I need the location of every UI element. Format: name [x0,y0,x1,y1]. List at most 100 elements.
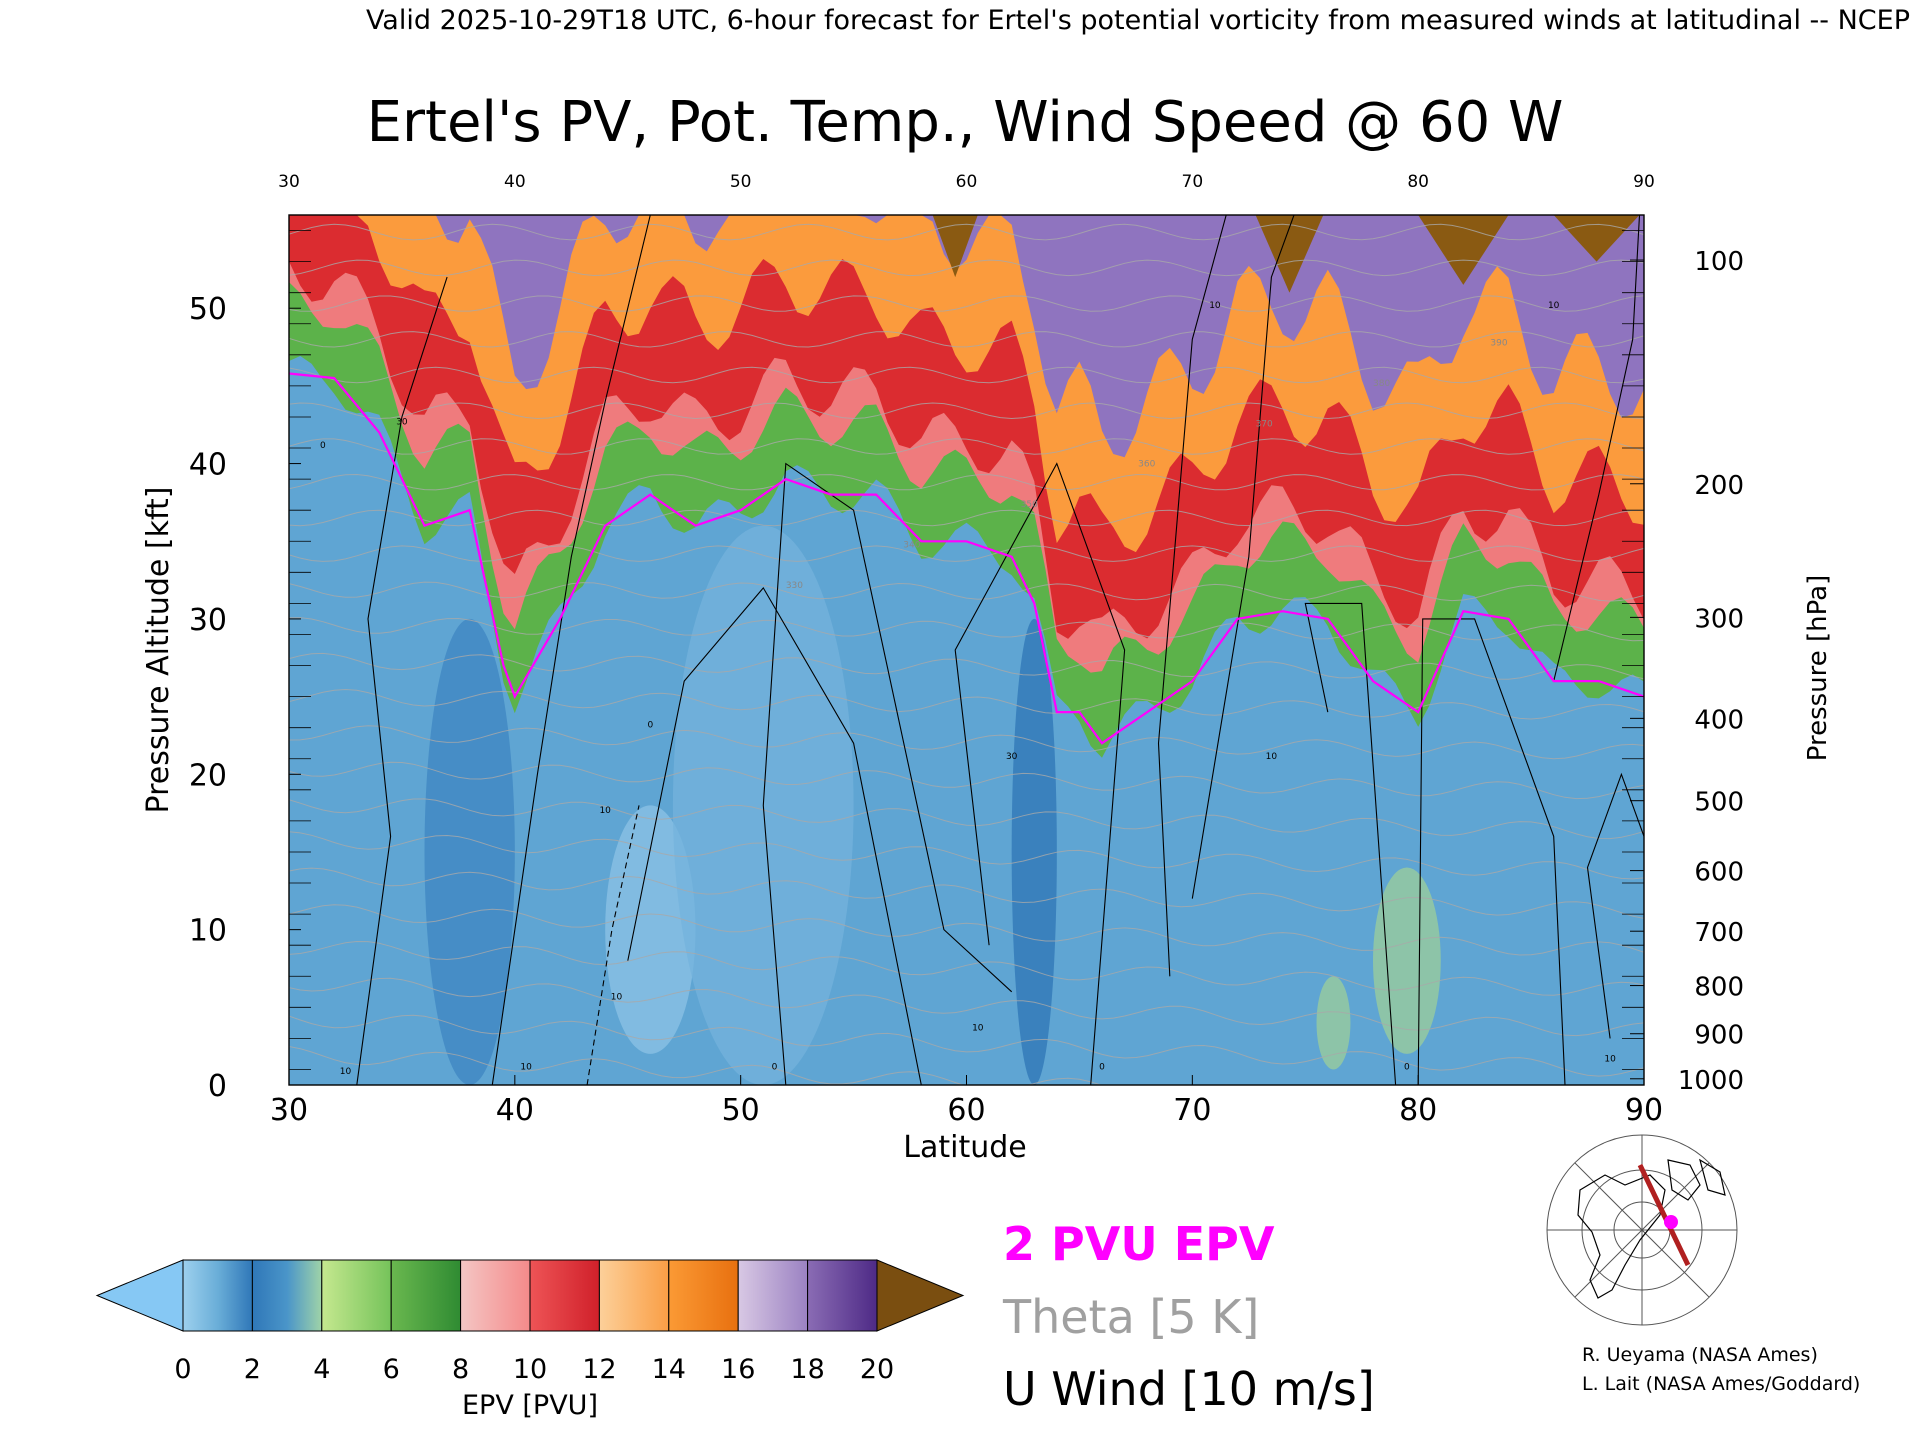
x-tick-label: 40 [496,1093,534,1128]
u-wind-contour-label: 0 [772,1062,778,1072]
theta-contour-line [289,259,1644,277]
u-wind-contour-line [1586,772,1644,1039]
pressure-tick-label: 200 [1694,471,1744,501]
u-wind-contour-label: 30 [396,418,408,428]
pressure-tick-label: 800 [1694,973,1744,1003]
legend-u-wind: U Wind [10 m/s] [1003,1362,1375,1416]
epv-high-cap [1418,215,1509,285]
pressure-tick-label: 900 [1694,1021,1744,1051]
theta-contour-line [289,867,1644,919]
theta-contour-line [289,366,1644,384]
u-wind-contour-line [1553,215,1641,682]
x-top-tick-label: 40 [504,172,526,192]
colorbar-segment [460,1259,531,1332]
colorbar-segment [182,1259,253,1332]
chart-title: Ertel's PV, Pot. Temp., Wind Speed @ 60 … [367,90,1564,155]
y-tick-label: 20 [189,758,227,793]
x-axis-label: Latitude [903,1130,1026,1165]
colorbar-segment [390,1259,462,1332]
x-top-tick-label: 50 [730,172,752,192]
y-tick-label: 30 [189,603,227,638]
colorbar-segment [321,1259,392,1332]
colorbar-over-triangle [876,1259,965,1332]
colorbar-tick-label: 20 [860,1354,894,1385]
x-tick-label: 70 [1173,1093,1211,1128]
x-top-tick-label: 60 [956,172,978,192]
epv-colorbar: 0 2 4 6 8 10 12 14 16 18 20 [95,1259,965,1385]
x-top-tick-label: 80 [1407,172,1429,192]
pressure-tick-label: 300 [1694,604,1744,634]
u-wind-contour-line [356,276,448,1085]
u-wind-contour-label: 10 [1548,301,1560,311]
colorbar-tick-label: 0 [174,1354,191,1385]
u-wind-contour-label: 0 [647,721,653,731]
theta-contour-label: 330 [786,581,803,591]
colorbar-segment [529,1259,600,1332]
x-tick-label: 90 [1625,1093,1663,1128]
u-wind-contour-line [1191,215,1295,899]
theta-contour-line [289,761,1644,800]
credit-1: R. Ueyama (NASA Ames) [1582,1344,1818,1366]
inset-map-icon [1545,1134,1740,1326]
colorbar-tick-label: 6 [383,1354,400,1385]
colorbar-tick-label: 12 [582,1354,616,1385]
epv-patch [424,618,515,1085]
theta-contour-line [289,831,1644,880]
colorbar-segment [807,1259,878,1332]
x-tick-label: 30 [270,1093,308,1128]
pressure-tick-label: 600 [1694,858,1744,888]
x-tick-label: 80 [1399,1093,1437,1128]
u-wind-contour-line [627,586,922,1085]
credit-2: L. Lait (NASA Ames/Goddard) [1582,1373,1860,1395]
theta-contour-line [289,1046,1234,1085]
pressure-tick-label: 100 [1694,247,1744,277]
u-wind-contour-label: 10 [340,1067,352,1077]
pressure-tick-label: 400 [1694,705,1744,735]
x-tick-label: 50 [722,1093,760,1128]
u-wind-contour-label: 0 [320,441,326,451]
y2-axis-label: Pressure [hPa] [1803,575,1833,762]
theta-contour-label: 380 [1373,379,1390,389]
theta-contour-line [289,940,1644,996]
axes: 3030404050506060707080809090010203040501… [189,172,1744,1128]
theta-contour-line [289,473,1644,491]
theta-contour-line [289,331,1644,348]
u-wind-contour-label: 10 [1266,752,1278,762]
colorbar-tick-label: 2 [244,1354,261,1385]
theta-contour-label: 340 [903,540,920,550]
u-wind-contour-label: 10 [520,1062,532,1072]
theta-contour-line [289,904,1644,956]
epv-high-cap [1255,215,1324,293]
pressure-tick-label: 700 [1694,918,1744,948]
theta-contour-line [289,725,1644,760]
theta-contour-label: 360 [1138,460,1155,470]
theta-contour-label: 390 [1490,339,1507,349]
theta-contour-line [289,688,1644,720]
epv-patch [1373,867,1441,1054]
u-wind-contour-label: 30 [1006,752,1018,762]
u-wind-contours [356,215,1644,1085]
theta-contour-line [289,509,1644,527]
theta-contour-line [289,438,1644,455]
u-wind-contour-line [954,462,1126,1085]
colorbar-tick-label: 14 [652,1354,686,1385]
u-wind-contour-label: 10 [611,993,623,1003]
u-wind-contour-line [762,462,1013,1085]
theta-contour-line [289,402,1644,420]
theta-contour-line [289,798,1644,840]
y-axis-label: Pressure Altitude [kft] [141,487,176,814]
pressure-tick-label: 1000 [1678,1066,1744,1096]
x-top-tick-label: 30 [278,172,300,192]
y-tick-label: 40 [189,448,227,483]
colorbar-tick-label: 10 [513,1354,547,1385]
x-top-tick-label: 90 [1633,172,1655,192]
2pvu-epv-contour [289,372,1644,745]
u-wind-contour-line [1417,618,1566,1085]
u-wind-contour-label: 10 [972,1024,984,1034]
plot-area [289,215,1644,1085]
epv-patch [1011,618,1057,1085]
theta-contour-label: 350 [1021,500,1038,510]
y-tick-label: 0 [208,1069,227,1104]
theta-contour-line [289,223,1644,241]
theta-contour-line [289,652,1644,680]
